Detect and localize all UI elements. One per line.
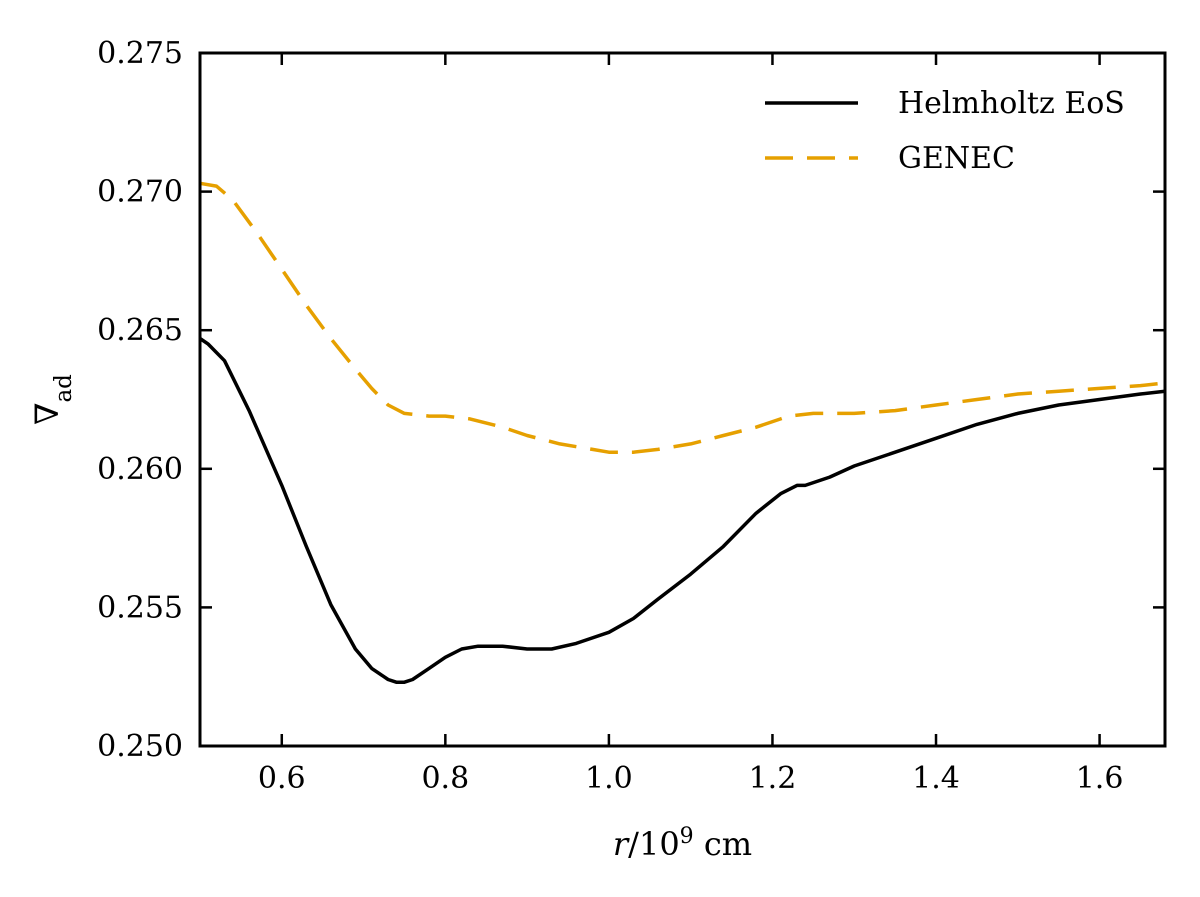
x-tick-label: 0.8 bbox=[421, 761, 469, 796]
y-axis-label-base: ∇ bbox=[28, 403, 66, 425]
y-tick-label: 0.255 bbox=[97, 590, 183, 625]
series-line-helmholtz-eos bbox=[199, 337, 1166, 684]
x-axis-label-var: r bbox=[613, 825, 630, 863]
series-line-genec bbox=[199, 181, 1166, 454]
y-axis-label-sub: ad bbox=[51, 374, 77, 403]
x-tick-label: 0.6 bbox=[258, 761, 306, 796]
plot-frame bbox=[198, 51, 1167, 748]
x-tick-label: 1.0 bbox=[585, 761, 633, 796]
series-layer bbox=[199, 181, 1166, 684]
ticks-layer: 0.6 0.8 1.0 1.2 1.4 1.6 0.250 0.255 0.260 0.265 0.… bbox=[97, 36, 1165, 796]
x-tick-label: 1.6 bbox=[1076, 761, 1124, 796]
x-axis-label-unit: cm bbox=[694, 825, 752, 863]
y-tick-label: 0.270 bbox=[97, 175, 183, 210]
legend-label-helmholtz-eos: Helmholtz EoS bbox=[898, 86, 1125, 121]
y-axis-label: ∇ad bbox=[28, 374, 77, 425]
y-tick-label: 0.250 bbox=[97, 729, 183, 764]
x-tick-label: 1.2 bbox=[749, 761, 797, 796]
y-tick-label: 0.275 bbox=[97, 36, 183, 71]
legend: Helmholtz EoS GENEC bbox=[765, 86, 1125, 176]
x-axis-label: r/109 cm bbox=[613, 824, 752, 864]
x-axis-label-exp: 9 bbox=[680, 824, 694, 849]
y-tick-label: 0.260 bbox=[97, 452, 183, 487]
x-axis-label-sep: /10 bbox=[628, 825, 680, 863]
legend-label-genec: GENEC bbox=[898, 141, 1015, 176]
y-tick-label: 0.265 bbox=[97, 313, 183, 348]
x-tick-label: 1.4 bbox=[912, 761, 960, 796]
